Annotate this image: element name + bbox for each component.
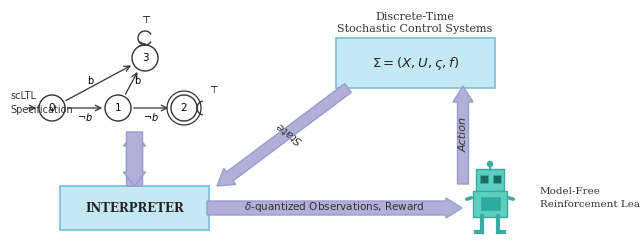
Circle shape [132, 45, 158, 71]
FancyBboxPatch shape [481, 196, 499, 210]
FancyBboxPatch shape [336, 38, 495, 88]
FancyArrow shape [124, 132, 145, 186]
Text: $\neg b$: $\neg b$ [143, 111, 159, 123]
FancyBboxPatch shape [476, 169, 504, 191]
Text: b: b [88, 76, 93, 86]
Text: Stochastic Control Systems: Stochastic Control Systems [337, 24, 493, 34]
FancyArrow shape [217, 84, 351, 186]
Circle shape [488, 162, 493, 166]
Circle shape [39, 95, 65, 121]
Text: Action: Action [459, 118, 469, 152]
FancyBboxPatch shape [493, 174, 500, 183]
Text: $\top$: $\top$ [208, 85, 220, 95]
Text: 3: 3 [141, 53, 148, 63]
Text: 2: 2 [180, 103, 188, 113]
FancyArrow shape [207, 198, 462, 218]
Text: State: State [274, 119, 304, 145]
Text: Discrete-Time: Discrete-Time [376, 12, 454, 22]
Circle shape [171, 95, 197, 121]
FancyBboxPatch shape [479, 174, 488, 183]
Text: 0: 0 [49, 103, 55, 113]
Text: b: b [134, 76, 141, 86]
FancyArrow shape [124, 132, 145, 186]
Text: $\delta$-quantized Observations, Reward: $\delta$-quantized Observations, Reward [244, 200, 425, 214]
Text: Model-Free
Reinforcement Learner: Model-Free Reinforcement Learner [540, 187, 640, 209]
FancyBboxPatch shape [60, 186, 209, 230]
FancyArrow shape [453, 86, 473, 184]
Text: $\top$: $\top$ [139, 15, 151, 25]
Circle shape [167, 91, 201, 125]
Circle shape [105, 95, 131, 121]
FancyBboxPatch shape [473, 191, 507, 217]
Text: scLTL
Specification: scLTL Specification [10, 92, 73, 115]
Text: $\Sigma = (X, U, \varsigma, f)$: $\Sigma = (X, U, \varsigma, f)$ [372, 54, 460, 71]
Text: INTERPRETER: INTERPRETER [85, 202, 184, 214]
Text: 1: 1 [115, 103, 122, 113]
Text: $\neg b$: $\neg b$ [77, 111, 93, 123]
